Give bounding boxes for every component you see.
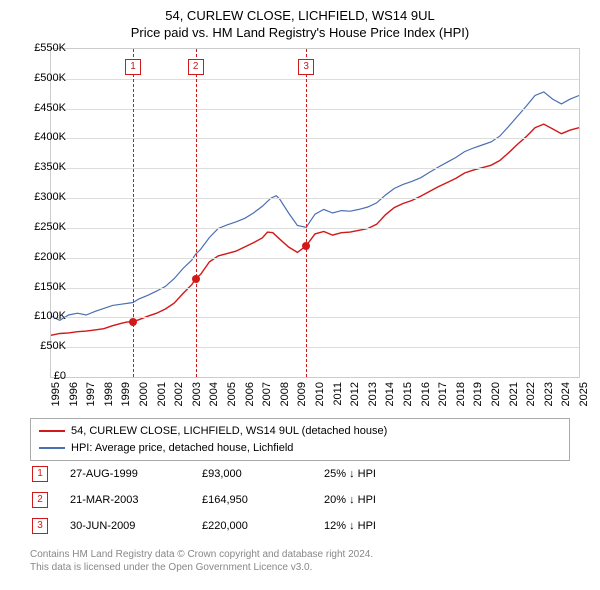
- x-axis-label: 2023: [543, 382, 555, 412]
- title-line1: 54, CURLEW CLOSE, LICHFIELD, WS14 9UL: [165, 8, 434, 23]
- y-axis-label: £400K: [20, 131, 66, 143]
- y-axis-label: £250K: [20, 221, 66, 233]
- y-axis-label: £0: [20, 370, 66, 382]
- legend-row: HPI: Average price, detached house, Lich…: [39, 440, 561, 457]
- gridline-h: [51, 79, 579, 80]
- container: 54, CURLEW CLOSE, LICHFIELD, WS14 9UL Pr…: [0, 0, 600, 590]
- event-num-cell: 2: [32, 488, 48, 512]
- footer-line1: Contains HM Land Registry data © Crown c…: [30, 549, 373, 560]
- x-axis-label: 2021: [508, 382, 520, 412]
- event-date-cell: 27-AUG-1999: [50, 462, 200, 486]
- x-axis-label: 1998: [103, 382, 115, 412]
- x-axis-label: 2013: [367, 382, 379, 412]
- event-price-cell: £164,950: [202, 488, 322, 512]
- x-axis-label: 2010: [314, 382, 326, 412]
- event-date-cell: 21-MAR-2003: [50, 488, 200, 512]
- x-axis-label: 2015: [402, 382, 414, 412]
- y-axis-label: £300K: [20, 191, 66, 203]
- x-axis-label: 2014: [384, 382, 396, 412]
- x-axis-label: 2019: [472, 382, 484, 412]
- y-axis-label: £550K: [20, 42, 66, 54]
- x-axis-label: 2005: [226, 382, 238, 412]
- event-num-box: 1: [32, 466, 48, 482]
- chart-lines-svg: [51, 49, 579, 377]
- event-marker-box: 3: [298, 59, 314, 75]
- x-axis-label: 1996: [68, 382, 80, 412]
- event-row: 127-AUG-1999£93,00025% ↓ HPI: [32, 462, 464, 486]
- x-axis-label: 2012: [349, 382, 361, 412]
- event-hpi-cell: 25% ↓ HPI: [324, 462, 464, 486]
- event-dot: [192, 275, 200, 283]
- x-axis-label: 2018: [455, 382, 467, 412]
- x-axis-label: 1997: [85, 382, 97, 412]
- legend-swatch: [39, 447, 65, 449]
- legend-row: 54, CURLEW CLOSE, LICHFIELD, WS14 9UL (d…: [39, 423, 561, 440]
- x-axis-label: 1999: [120, 382, 132, 412]
- x-axis-label: 2002: [173, 382, 185, 412]
- legend-label: 54, CURLEW CLOSE, LICHFIELD, WS14 9UL (d…: [71, 423, 387, 440]
- x-axis-label: 2020: [490, 382, 502, 412]
- event-marker-box: 2: [188, 59, 204, 75]
- x-axis-label: 2007: [261, 382, 273, 412]
- gridline-h: [51, 347, 579, 348]
- legend-box: 54, CURLEW CLOSE, LICHFIELD, WS14 9UL (d…: [30, 418, 570, 461]
- event-num-box: 3: [32, 518, 48, 534]
- series-line: [51, 92, 579, 320]
- x-axis-label: 2008: [279, 382, 291, 412]
- event-dot: [302, 242, 310, 250]
- x-axis-label: 2017: [437, 382, 449, 412]
- y-axis-label: £100K: [20, 310, 66, 322]
- x-axis-label: 2011: [332, 382, 344, 412]
- x-axis-label: 2000: [138, 382, 150, 412]
- event-dot: [129, 318, 137, 326]
- legend-swatch: [39, 430, 65, 432]
- x-axis-label: 2022: [525, 382, 537, 412]
- gridline-h: [51, 228, 579, 229]
- x-axis-label: 2016: [420, 382, 432, 412]
- gridline-h: [51, 109, 579, 110]
- event-row: 330-JUN-2009£220,00012% ↓ HPI: [32, 514, 464, 538]
- gridline-h: [51, 168, 579, 169]
- x-axis-label: 2003: [191, 382, 203, 412]
- event-price-cell: £93,000: [202, 462, 322, 486]
- footer-attribution: Contains HM Land Registry data © Crown c…: [30, 548, 373, 574]
- event-marker-box: 1: [125, 59, 141, 75]
- event-hpi-cell: 12% ↓ HPI: [324, 514, 464, 538]
- title-line2: Price paid vs. HM Land Registry's House …: [131, 25, 469, 40]
- events-table: 127-AUG-1999£93,00025% ↓ HPI221-MAR-2003…: [30, 460, 466, 540]
- y-axis-label: £450K: [20, 102, 66, 114]
- x-axis-label: 2024: [560, 382, 572, 412]
- chart-title: 54, CURLEW CLOSE, LICHFIELD, WS14 9UL Pr…: [0, 0, 600, 42]
- x-axis-label: 2009: [296, 382, 308, 412]
- event-hpi-cell: 20% ↓ HPI: [324, 488, 464, 512]
- y-axis-label: £50K: [20, 340, 66, 352]
- event-num-cell: 1: [32, 462, 48, 486]
- y-axis-label: £350K: [20, 161, 66, 173]
- chart-plot-area: 1 2 3: [50, 48, 580, 378]
- event-vline: [196, 49, 197, 377]
- y-axis-label: £150K: [20, 281, 66, 293]
- gridline-h: [51, 138, 579, 139]
- event-num-cell: 3: [32, 514, 48, 538]
- y-axis-label: £500K: [20, 72, 66, 84]
- event-price-cell: £220,000: [202, 514, 322, 538]
- series-line: [51, 124, 579, 335]
- legend-label: HPI: Average price, detached house, Lich…: [71, 440, 293, 457]
- x-axis-label: 2001: [156, 382, 168, 412]
- event-num-box: 2: [32, 492, 48, 508]
- event-date-cell: 30-JUN-2009: [50, 514, 200, 538]
- event-row: 221-MAR-2003£164,95020% ↓ HPI: [32, 488, 464, 512]
- x-axis-label: 2004: [208, 382, 220, 412]
- gridline-h: [51, 198, 579, 199]
- x-axis-label: 2025: [578, 382, 590, 412]
- x-axis-label: 1995: [50, 382, 62, 412]
- gridline-h: [51, 288, 579, 289]
- x-axis-label: 2006: [244, 382, 256, 412]
- event-vline: [306, 49, 307, 377]
- footer-line2: This data is licensed under the Open Gov…: [30, 562, 312, 573]
- event-vline: [133, 49, 134, 377]
- y-axis-label: £200K: [20, 251, 66, 263]
- gridline-h: [51, 258, 579, 259]
